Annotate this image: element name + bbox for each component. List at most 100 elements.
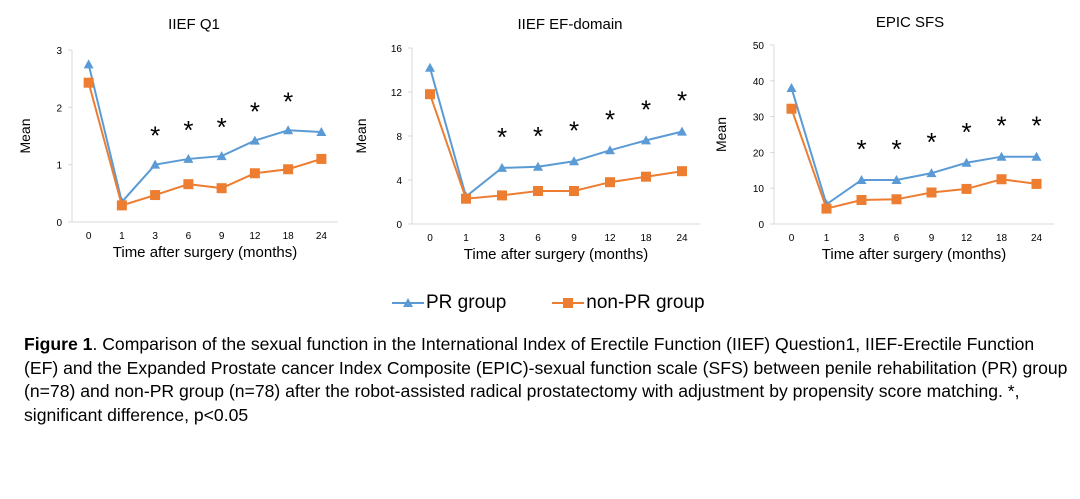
data-point-pr bbox=[605, 145, 615, 155]
series-line-pr bbox=[87, 64, 322, 205]
data-point-pr bbox=[216, 151, 227, 161]
figure-caption: Figure 1. Comparison of the sexual funct… bbox=[24, 333, 1069, 427]
data-point-non-pr bbox=[83, 77, 94, 88]
y-tick-label: 20 bbox=[753, 148, 765, 159]
data-point-pr bbox=[786, 82, 797, 92]
y-tick-label: 0 bbox=[56, 218, 62, 229]
significance-star: * bbox=[605, 104, 615, 134]
data-point-pr bbox=[856, 174, 867, 184]
data-point-non-pr bbox=[461, 193, 471, 204]
x-tick-label: 9 bbox=[929, 233, 935, 244]
y-tick-label: 12 bbox=[391, 88, 403, 99]
data-point-non-pr bbox=[961, 183, 972, 194]
chart-title: EPIC SFS bbox=[876, 14, 944, 31]
x-tick-label: 18 bbox=[996, 233, 1008, 244]
x-tick-label: 3 bbox=[859, 233, 865, 244]
significance-star: * bbox=[641, 94, 651, 124]
x-tick-label: 12 bbox=[249, 231, 261, 242]
data-point-non-pr bbox=[283, 164, 294, 175]
y-tick-label: 0 bbox=[396, 220, 402, 231]
x-tick-label: 24 bbox=[676, 233, 688, 244]
x-tick-label: 9 bbox=[571, 233, 577, 244]
legend-label-pr: PR group bbox=[426, 292, 507, 313]
significance-star: * bbox=[183, 115, 193, 145]
chart-legend: PR group non-PR group bbox=[392, 288, 751, 318]
x-tick-label: 3 bbox=[499, 233, 505, 244]
significance-star: * bbox=[250, 97, 260, 127]
data-point-non-pr bbox=[425, 89, 435, 100]
x-axis-label: Time after surgery (months) bbox=[822, 246, 1007, 263]
y-tick-label: 30 bbox=[753, 113, 765, 124]
significance-star: * bbox=[283, 86, 293, 116]
data-point-pr bbox=[961, 157, 972, 167]
y-tick-label: 40 bbox=[753, 77, 765, 88]
significance-star: * bbox=[996, 111, 1006, 141]
x-tick-label: 24 bbox=[1031, 233, 1043, 244]
data-point-pr bbox=[497, 162, 507, 172]
data-point-non-pr bbox=[641, 171, 651, 182]
data-point-pr bbox=[996, 151, 1007, 161]
significance-star: * bbox=[1031, 111, 1041, 141]
x-tick-label: 3 bbox=[152, 231, 158, 242]
series-line-pr bbox=[790, 87, 1037, 206]
significance-star: * bbox=[891, 134, 901, 164]
y-tick-label: 4 bbox=[396, 176, 402, 187]
legend-item-non-pr: non-PR group bbox=[552, 292, 705, 314]
data-point-pr bbox=[425, 62, 435, 72]
x-tick-label: 6 bbox=[186, 231, 192, 242]
data-point-non-pr bbox=[497, 190, 507, 201]
y-axis-label: Mean bbox=[713, 117, 729, 152]
data-point-non-pr bbox=[249, 168, 260, 179]
data-point-non-pr bbox=[316, 153, 327, 164]
series-line-non-pr bbox=[790, 108, 1037, 210]
x-tick-label: 18 bbox=[283, 231, 295, 242]
x-tick-label: 1 bbox=[824, 233, 830, 244]
chart-svg: EPIC SFS 0 10 20 30 40 50 0 1 3 6 9 12 18 24 Time after… bbox=[713, 14, 1054, 263]
data-point-non-pr bbox=[150, 190, 161, 201]
data-point-pr bbox=[283, 125, 294, 135]
figure-caption-text: . Comparison of the sexual function in t… bbox=[24, 334, 1068, 425]
legend-item-pr: PR group bbox=[392, 292, 506, 314]
x-tick-label: 1 bbox=[119, 231, 125, 242]
y-tick-label: 3 bbox=[56, 46, 62, 57]
y-tick-label: 10 bbox=[753, 184, 765, 195]
data-point-non-pr bbox=[183, 179, 194, 190]
series-line-non-pr bbox=[87, 82, 322, 207]
y-tick-label: 1 bbox=[56, 161, 62, 172]
chart-svg: IIEF EF-domain 0 4 8 12 16 0 1 3 6 9 12 18 24 Time aft… bbox=[353, 16, 700, 263]
legend-label-non-pr: non-PR group bbox=[586, 292, 705, 313]
chart-panel-iief-q1: IIEF Q1 0 1 2 3 0 1 3 6 9 12 18 24 Time after surgery… bbox=[8, 0, 348, 280]
y-tick-label: 16 bbox=[391, 44, 403, 55]
x-tick-label: 9 bbox=[219, 231, 225, 242]
data-point-pr bbox=[83, 59, 94, 69]
data-point-pr bbox=[249, 135, 260, 145]
y-axis-label: Mean bbox=[353, 118, 369, 153]
y-tick-label: 8 bbox=[396, 132, 402, 143]
chart-panel-epic-sfs: EPIC SFS 0 10 20 30 40 50 0 1 3 6 9 12 18 24 Time after… bbox=[712, 0, 1072, 280]
data-point-non-pr bbox=[856, 195, 867, 206]
data-point-pr bbox=[533, 161, 543, 171]
data-point-pr bbox=[183, 153, 194, 163]
figure-caption-label: Figure 1 bbox=[24, 334, 93, 354]
series-line-pr bbox=[429, 67, 683, 199]
x-tick-label: 1 bbox=[463, 233, 469, 244]
data-point-non-pr bbox=[786, 103, 797, 114]
x-tick-label: 0 bbox=[789, 233, 795, 244]
data-point-non-pr bbox=[891, 194, 902, 205]
significance-star: * bbox=[533, 121, 543, 151]
data-point-pr bbox=[316, 126, 327, 136]
data-point-non-pr bbox=[116, 200, 127, 211]
legend-line-square-icon bbox=[552, 298, 585, 308]
data-point-non-pr bbox=[605, 177, 615, 188]
significance-star: * bbox=[856, 134, 866, 164]
significance-star: * bbox=[497, 122, 507, 152]
legend-line-triangle-icon bbox=[392, 298, 424, 307]
x-tick-label: 18 bbox=[640, 233, 652, 244]
y-tick-label: 0 bbox=[758, 220, 764, 231]
significance-star: * bbox=[217, 112, 227, 142]
y-tick-label: 50 bbox=[753, 41, 765, 52]
data-point-pr bbox=[1031, 151, 1042, 161]
x-tick-label: 6 bbox=[894, 233, 900, 244]
series-line-non-pr bbox=[429, 93, 683, 200]
